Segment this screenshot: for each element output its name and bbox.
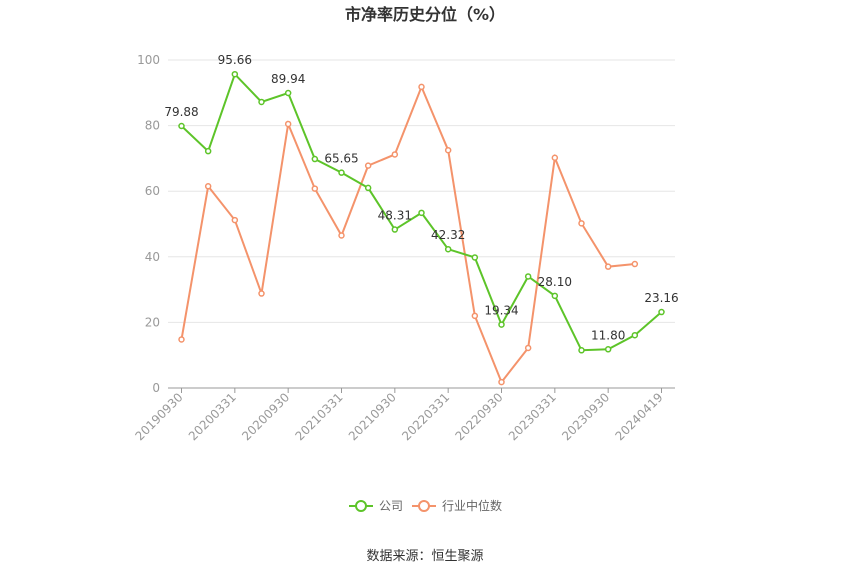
data-point-industry-median[interactable] bbox=[311, 185, 319, 192]
x-tick-label: 20220930 bbox=[453, 390, 506, 443]
data-point-industry-median[interactable] bbox=[444, 146, 452, 154]
data-point-company[interactable] bbox=[604, 346, 612, 353]
data-point-industry-median[interactable] bbox=[258, 290, 265, 297]
y-tick-label: 0 bbox=[152, 381, 160, 395]
series-group: 79.88 95.66 89.94 65.65 48.31 42.32 19.34 28.10… bbox=[164, 53, 679, 386]
y-tick-label: 40 bbox=[145, 250, 160, 264]
source-label: 数据来源：恒生聚源 bbox=[366, 549, 483, 564]
chart-title: 市净率历史分位（%） bbox=[345, 5, 505, 24]
data-point-company[interactable] bbox=[444, 245, 452, 253]
data-point-company[interactable] bbox=[231, 70, 239, 78]
data-point-industry-median[interactable] bbox=[471, 312, 479, 320]
data-point-industry-median[interactable] bbox=[391, 151, 399, 158]
data-point-company[interactable] bbox=[311, 155, 319, 163]
data-point-company[interactable] bbox=[391, 226, 399, 233]
y-axis: 0 20 40 60 80 100 bbox=[137, 53, 160, 395]
x-tick-label: 20230331 bbox=[506, 390, 559, 443]
data-point-industry-median[interactable] bbox=[364, 162, 372, 169]
x-tick-label: 20210331 bbox=[293, 390, 346, 443]
data-point-industry-median[interactable] bbox=[578, 220, 585, 227]
data-point-company[interactable] bbox=[364, 184, 372, 192]
legend-label: 公司 bbox=[379, 499, 403, 513]
data-point-industry-median[interactable] bbox=[551, 154, 559, 161]
data-point-company[interactable] bbox=[178, 122, 185, 130]
data-label: 65.65 bbox=[324, 152, 358, 166]
series-line-industry-median bbox=[180, 84, 635, 385]
data-label: 42.32 bbox=[431, 228, 465, 242]
legend[interactable]: 公司 行业中位数 bbox=[349, 498, 502, 513]
data-point-industry-median[interactable] bbox=[631, 260, 639, 268]
legend-marker bbox=[418, 500, 430, 512]
legend-item-company[interactable]: 公司 bbox=[349, 499, 403, 513]
data-point-industry-median[interactable] bbox=[498, 378, 505, 386]
data-label: 11.80 bbox=[591, 328, 625, 342]
legend-item-industry-median[interactable]: 行业中位数 bbox=[412, 498, 502, 513]
x-tick-label: 20200331 bbox=[186, 390, 239, 443]
x-tick-label: 20190930 bbox=[133, 390, 186, 443]
legend-marker bbox=[355, 500, 367, 512]
y-tick-label: 20 bbox=[145, 315, 160, 329]
data-point-company[interactable] bbox=[551, 292, 559, 300]
data-point-company[interactable] bbox=[658, 308, 665, 316]
y-tick-label: 100 bbox=[137, 53, 160, 67]
data-point-company[interactable] bbox=[418, 209, 425, 217]
chart-grid bbox=[168, 59, 675, 323]
x-tick-label: 20200930 bbox=[239, 390, 292, 443]
x-tick-label: 20220331 bbox=[399, 390, 452, 443]
data-point-company[interactable] bbox=[524, 273, 532, 280]
data-label: 95.66 bbox=[218, 53, 252, 67]
data-label: 89.94 bbox=[271, 72, 305, 86]
data-point-industry-median[interactable] bbox=[231, 216, 239, 224]
legend-label: 行业中位数 bbox=[442, 498, 502, 513]
data-point-company[interactable] bbox=[338, 169, 345, 176]
data-point-industry-median[interactable] bbox=[284, 120, 292, 128]
x-tick-label: 20230930 bbox=[559, 390, 612, 443]
x-tick-label: 20210930 bbox=[346, 390, 399, 443]
data-point-industry-median[interactable] bbox=[604, 263, 612, 270]
data-label: 79.88 bbox=[164, 105, 198, 119]
data-point-company[interactable] bbox=[204, 147, 212, 155]
x-axis: 20190930 20200331 20200930 20210331 20210930… bbox=[133, 387, 675, 443]
data-point-industry-median[interactable] bbox=[338, 232, 345, 239]
data-label: 19.34 bbox=[484, 304, 518, 318]
data-label: 28.10 bbox=[538, 275, 572, 289]
data-point-industry-median[interactable] bbox=[204, 183, 212, 190]
data-point-industry-median[interactable] bbox=[418, 83, 425, 91]
data-point-company[interactable] bbox=[258, 98, 265, 106]
data-point-company[interactable] bbox=[284, 89, 292, 97]
y-tick-label: 80 bbox=[145, 119, 160, 133]
data-point-company[interactable] bbox=[578, 347, 585, 354]
x-tick-label: 20240419 bbox=[613, 390, 666, 443]
data-point-industry-median[interactable] bbox=[178, 336, 185, 343]
data-point-company[interactable] bbox=[498, 321, 505, 328]
data-point-industry-median[interactable] bbox=[524, 344, 532, 352]
data-label: 23.16 bbox=[644, 291, 678, 305]
y-tick-label: 60 bbox=[145, 184, 160, 198]
data-point-company[interactable] bbox=[631, 331, 639, 339]
data-point-company[interactable] bbox=[471, 254, 479, 261]
data-label: 48.31 bbox=[378, 209, 412, 223]
